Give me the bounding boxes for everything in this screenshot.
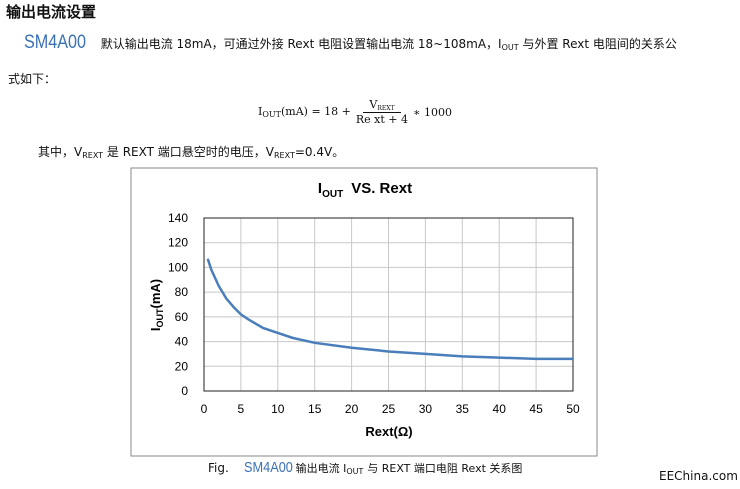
x-tick-label: 0: [201, 402, 208, 416]
text: Fig.: [208, 461, 229, 475]
y-tick-label: 60: [175, 310, 189, 324]
x-tick-label: 45: [529, 402, 543, 416]
text: VS. Rext: [351, 180, 412, 197]
chart-frame: [130, 167, 598, 457]
chart-title: IOUT VS. Rext: [318, 180, 412, 200]
x-tick-label: 15: [308, 402, 322, 416]
text: (mA) = 18 +: [281, 105, 351, 118]
y-tick-label: 80: [175, 285, 189, 299]
sub: REXT: [377, 105, 395, 112]
x-axis-label: Rext(Ω): [365, 424, 412, 439]
text: I: [148, 327, 163, 331]
plot-frame: [203, 217, 574, 392]
y-tick-label: 140: [168, 211, 188, 225]
text: Re xt + 4: [355, 113, 409, 126]
text: 与 REXT 端口电阻 Rext 关系图: [367, 462, 523, 475]
sub: OUT: [322, 189, 343, 200]
text: 式如下：: [8, 72, 57, 86]
sub: REXT: [82, 151, 104, 160]
sub: OUT: [155, 308, 165, 328]
sub: OUT: [262, 110, 281, 119]
text: 是 REXT 端口悬空时的电压，V: [106, 145, 274, 159]
x-tick-label: 50: [566, 402, 580, 416]
text: I: [258, 105, 263, 118]
y-tick-label: 20: [175, 359, 189, 373]
text: V: [369, 98, 378, 111]
text: 默认输出电流 18mA，可通过外接 Rext 电阻设置输出电流 18~108mA…: [100, 37, 502, 51]
y-axis-label: IOUT(mA): [148, 279, 165, 331]
y-tick-label: 0: [181, 384, 188, 398]
heading: 输出电流设置: [6, 3, 97, 21]
sub: OUT: [501, 43, 519, 52]
text: 其中，V: [38, 145, 83, 159]
y-tick-label: 120: [168, 236, 188, 250]
caption: Fig. SM4A00 输出电流 IOUT 与 REXT 端口电阻 Rext 关系…: [208, 459, 522, 476]
x-tick-label: 35: [456, 402, 470, 416]
text: 输出电流 I: [295, 462, 347, 475]
x-tick-label: 40: [493, 402, 507, 416]
watermark: EEChina.com: [659, 469, 738, 483]
intro: SM4A00 默认输出电流 18mA，可通过外接 Rext 电阻设置输出电流 1…: [24, 32, 677, 54]
y-tick-label: 40: [175, 335, 189, 349]
y-tick-label: 100: [168, 260, 188, 274]
x-tick-label: 10: [271, 402, 285, 416]
note: 其中，VREXT 是 REXT 端口悬空时的电压，VREXT=0.4V。: [38, 143, 344, 160]
text: 与外置 Rext 电阻间的关系公: [522, 37, 677, 51]
text: ∗ 1000: [413, 105, 452, 119]
logo: SM4A00: [244, 459, 293, 476]
sub: OUT: [346, 467, 364, 476]
line-series: [206, 258, 573, 361]
x-tick-label: 25: [382, 402, 396, 416]
x-tick-label: 5: [238, 402, 245, 416]
logo: SM4A00: [24, 32, 86, 53]
text: (mA): [148, 279, 163, 309]
sub: REXT: [274, 151, 295, 160]
formula: IOUT(mA) = 18 + VREXT Re xt + 4 ∗ 1000: [258, 98, 452, 126]
text: =0.4V。: [294, 145, 345, 159]
x-tick-label: 30: [419, 402, 433, 416]
x-tick-label: 20: [345, 402, 359, 416]
text: I: [318, 180, 322, 197]
